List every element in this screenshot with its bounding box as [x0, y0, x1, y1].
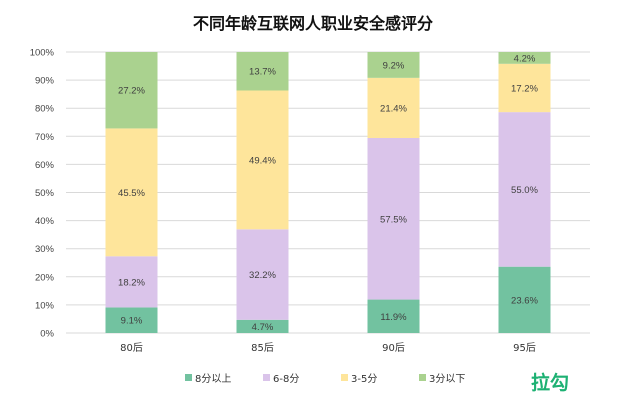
data-label: 11.9% [380, 312, 407, 323]
y-tick-label: 100% [30, 48, 55, 59]
legend-label: 6-8分 [273, 374, 300, 385]
bar-segment [105, 52, 158, 129]
y-tick-label: 90% [35, 76, 55, 87]
legend-swatch [341, 374, 348, 381]
data-label: 57.5% [380, 214, 407, 225]
y-tick-label: 50% [35, 188, 55, 199]
y-tick-label: 0% [40, 329, 54, 340]
legend-item: 3-5分 [341, 370, 419, 385]
legend: 8分以上 6-8分 3-5分 3分以下 [185, 370, 497, 385]
bar-segment [498, 52, 551, 64]
data-label: 21.4% [380, 103, 407, 114]
bar-segment [498, 112, 551, 267]
x-tick-label: 95后 [513, 342, 536, 354]
data-label: 55.0% [511, 185, 538, 196]
bar-segment [236, 52, 289, 91]
data-label: 18.2% [118, 277, 145, 288]
x-tick-label: 80后 [120, 342, 143, 354]
bar-segment [105, 307, 158, 333]
data-label: 49.4% [249, 155, 276, 166]
legend-item: 3分以下 [419, 370, 497, 385]
y-tick-label: 80% [35, 104, 55, 115]
y-tick-label: 40% [35, 216, 55, 227]
legend-label: 3分以下 [429, 374, 466, 385]
data-label: 4.2% [514, 53, 536, 64]
bar-segment [236, 90, 289, 230]
bar-segment [367, 299, 420, 333]
y-tick-label: 10% [35, 300, 55, 311]
bar-segment [367, 52, 420, 78]
data-label: 9.1% [121, 316, 143, 327]
legend-label: 3-5分 [351, 374, 378, 385]
bar-segment [498, 63, 551, 113]
data-label: 9.2% [383, 60, 405, 71]
y-tick-label: 30% [35, 244, 55, 255]
legend-label: 8分以上 [195, 374, 232, 385]
x-tick-label: 90后 [382, 342, 405, 354]
chart-title: 不同年龄互联网人职业安全感评分 [192, 14, 433, 33]
bar-segment [367, 137, 420, 300]
data-label: 4.7% [252, 322, 274, 333]
legend-item: 6-8分 [263, 370, 341, 385]
y-tick-label: 20% [35, 272, 55, 283]
data-label: 32.2% [249, 270, 276, 281]
data-label: 13.7% [249, 67, 276, 78]
x-tick-label: 85后 [251, 342, 274, 354]
legend-swatch [185, 374, 192, 381]
bar-segment [105, 128, 158, 257]
bar-segment [105, 256, 158, 308]
lagou-logo: 拉勾 [531, 372, 570, 394]
y-tick-label: 70% [35, 132, 55, 143]
y-tick-label: 60% [35, 160, 55, 171]
data-label: 45.5% [118, 188, 145, 199]
data-label: 27.2% [118, 86, 145, 97]
bar-segment [236, 319, 289, 333]
bar-segment [367, 77, 420, 138]
legend-swatch [419, 374, 426, 381]
bar-segment [498, 266, 551, 333]
legend-swatch [263, 374, 270, 381]
data-label: 23.6% [511, 295, 538, 306]
bar-segment [236, 229, 289, 320]
legend-item: 8分以上 [185, 370, 263, 385]
data-label: 17.2% [511, 83, 538, 94]
